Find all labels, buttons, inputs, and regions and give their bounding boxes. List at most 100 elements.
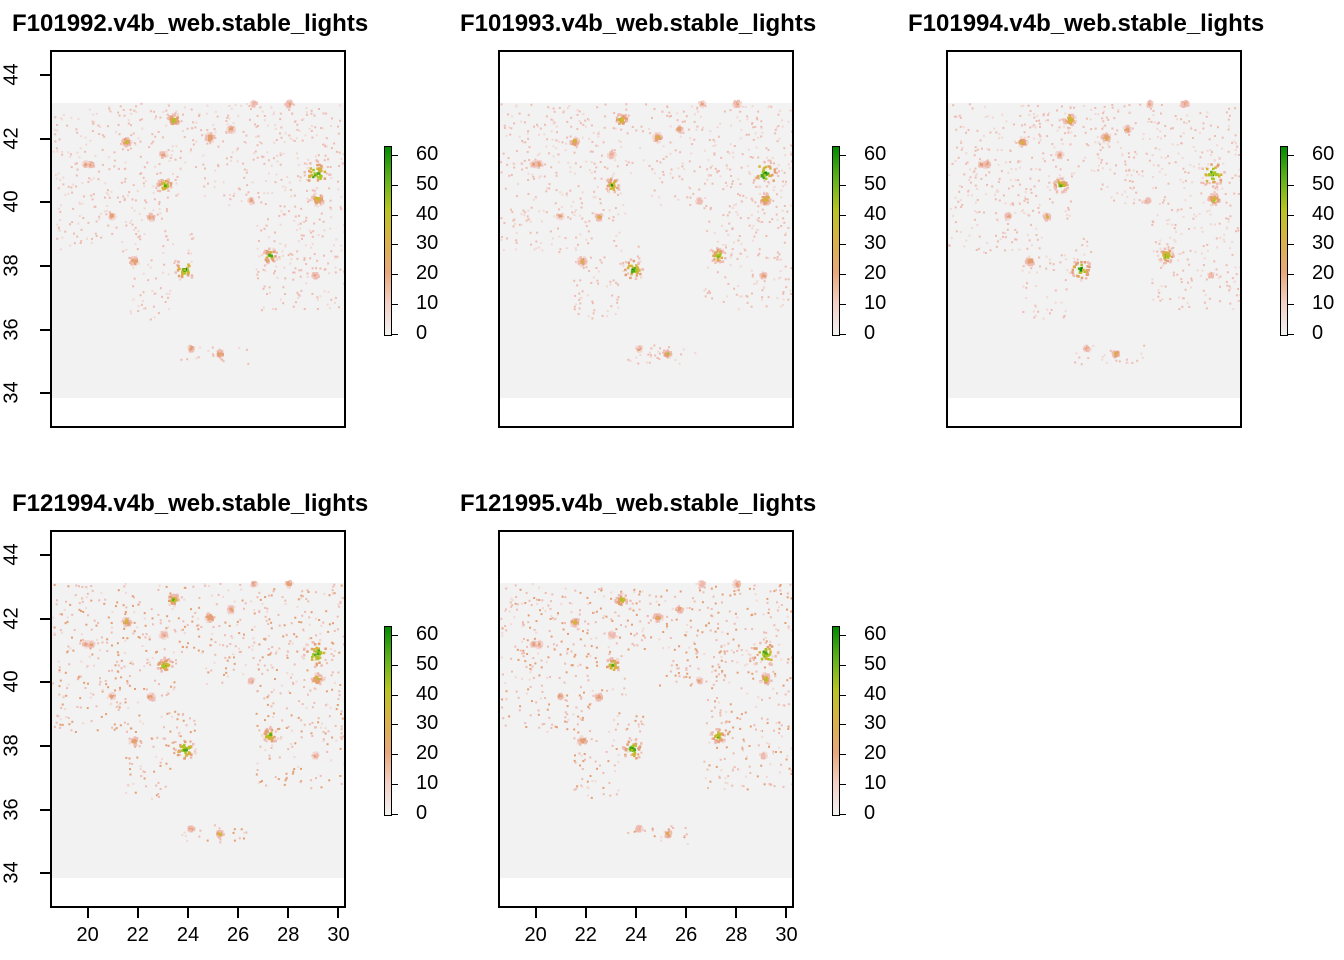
light-pixel bbox=[1027, 135, 1030, 138]
city-light-pixel bbox=[1214, 173, 1218, 177]
city-light-pixel bbox=[768, 174, 771, 177]
light-pixel bbox=[263, 115, 266, 117]
light-pixel bbox=[1046, 186, 1049, 189]
light-pixel bbox=[288, 181, 291, 184]
city-light-pixel bbox=[152, 217, 155, 221]
city-light-pixel bbox=[205, 135, 208, 138]
light-pixel bbox=[706, 292, 709, 295]
light-pixel bbox=[1101, 358, 1104, 361]
light-pixel bbox=[1184, 199, 1187, 202]
light-pixel bbox=[295, 137, 298, 140]
light-pixel bbox=[147, 279, 150, 282]
light-pixel bbox=[1205, 278, 1208, 281]
light-pixel bbox=[130, 219, 133, 222]
light-pixel bbox=[1205, 115, 1208, 118]
light-pixel bbox=[312, 230, 315, 233]
light-pixel bbox=[767, 106, 770, 109]
city-light-pixel bbox=[716, 247, 719, 250]
light-pixel bbox=[1050, 154, 1053, 157]
light-pixel bbox=[171, 145, 174, 148]
city-light-pixel bbox=[265, 260, 269, 263]
city-light-pixel bbox=[1168, 249, 1172, 253]
light-pixel bbox=[1137, 173, 1140, 176]
light-pixel bbox=[226, 116, 229, 119]
light-pixel bbox=[567, 216, 570, 219]
light-pixel bbox=[1001, 136, 1004, 139]
light-pixel bbox=[1064, 132, 1066, 135]
city-light-pixel bbox=[1217, 163, 1220, 166]
city-light-pixel bbox=[629, 258, 633, 261]
light-pixel bbox=[573, 151, 576, 154]
light-pixel bbox=[137, 310, 140, 312]
light-pixel bbox=[72, 207, 75, 210]
light-pixel bbox=[995, 245, 998, 248]
city-light-pixel bbox=[186, 266, 189, 270]
light-pixel bbox=[1201, 177, 1204, 179]
light-pixel bbox=[198, 346, 201, 349]
light-pixel bbox=[503, 222, 506, 224]
light-pixel bbox=[577, 313, 580, 316]
light-pixel bbox=[691, 143, 694, 146]
light-pixel bbox=[1053, 146, 1056, 149]
light-pixel bbox=[105, 213, 108, 216]
light-pixel bbox=[136, 248, 139, 251]
city-light-pixel bbox=[190, 350, 194, 353]
light-pixel bbox=[624, 212, 627, 215]
light-pixel bbox=[305, 263, 308, 265]
light-pixel bbox=[1024, 196, 1027, 199]
light-pixel bbox=[81, 202, 84, 205]
light-pixel bbox=[246, 184, 249, 187]
city-light-pixel bbox=[221, 353, 224, 356]
light-pixel bbox=[319, 295, 322, 298]
city-light-pixel bbox=[1071, 115, 1074, 118]
city-light-pixel bbox=[155, 184, 159, 188]
light-pixel bbox=[726, 214, 729, 217]
light-pixel bbox=[713, 153, 716, 156]
light-pixel bbox=[552, 107, 555, 110]
light-pixel bbox=[1019, 166, 1021, 169]
light-pixel bbox=[76, 151, 79, 154]
light-pixel bbox=[302, 118, 305, 121]
city-light-pixel bbox=[284, 103, 287, 106]
light-pixel bbox=[731, 207, 734, 209]
light-pixel bbox=[1069, 105, 1072, 108]
light-pixel bbox=[1054, 289, 1057, 292]
city-light-pixel bbox=[218, 350, 222, 353]
light-pixel bbox=[70, 153, 72, 156]
city-light-pixel bbox=[1201, 167, 1204, 170]
city-light-pixel bbox=[1124, 130, 1128, 134]
light-pixel bbox=[1002, 127, 1005, 129]
light-pixel bbox=[751, 156, 754, 159]
light-pixel bbox=[1133, 156, 1136, 159]
light-pixel bbox=[239, 188, 241, 191]
light-pixel bbox=[755, 116, 758, 119]
light-pixel bbox=[974, 201, 977, 204]
legend-tick-label: 50 bbox=[416, 172, 439, 195]
city-light-pixel bbox=[270, 254, 273, 258]
light-pixel bbox=[600, 261, 603, 264]
light-pixel bbox=[570, 125, 573, 128]
light-pixel bbox=[258, 240, 260, 242]
light-pixel bbox=[720, 156, 723, 159]
city-light-pixel bbox=[1207, 198, 1211, 202]
light-pixel bbox=[752, 138, 755, 141]
light-pixel bbox=[614, 127, 617, 130]
light-pixel bbox=[790, 267, 792, 270]
city-light-pixel bbox=[619, 113, 623, 117]
light-pixel bbox=[1102, 112, 1105, 115]
city-light-pixel bbox=[611, 151, 615, 155]
light-pixel bbox=[527, 193, 530, 195]
light-pixel bbox=[272, 113, 275, 116]
light-pixel bbox=[130, 112, 133, 115]
legend-tick bbox=[392, 154, 398, 156]
city-light-pixel bbox=[1060, 181, 1063, 184]
city-light-pixel bbox=[218, 356, 222, 359]
light-pixel bbox=[705, 229, 708, 232]
city-light-pixel bbox=[121, 139, 125, 143]
city-light-pixel bbox=[1206, 167, 1209, 171]
city-light-pixel bbox=[697, 200, 700, 204]
light-pixel bbox=[299, 275, 302, 278]
light-pixel bbox=[157, 312, 160, 315]
light-pixel bbox=[284, 132, 287, 135]
light-pixel bbox=[1184, 171, 1187, 174]
